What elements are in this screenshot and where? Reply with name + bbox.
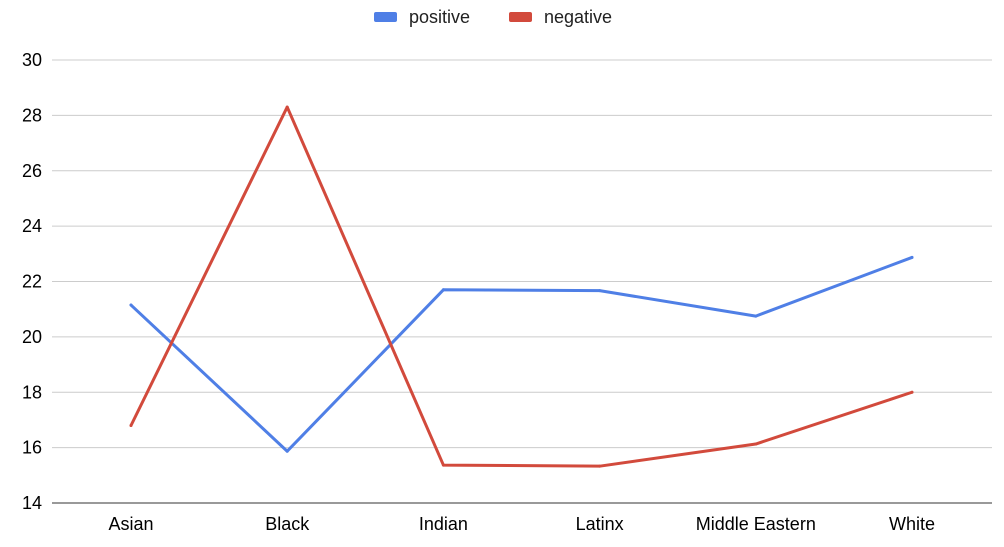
y-tick-label: 22	[22, 272, 42, 292]
y-tick-label: 26	[22, 161, 42, 181]
legend-swatch	[374, 12, 397, 22]
x-tick-label: Asian	[108, 514, 153, 534]
y-tick-label: 30	[22, 50, 42, 70]
y-axis-tick-labels: 14 16 18 20 22 24 26 28 30	[22, 50, 42, 513]
series-positive	[129, 255, 914, 453]
series-lines	[129, 105, 914, 468]
legend-label: negative	[544, 7, 612, 27]
series-negative	[129, 105, 914, 468]
y-tick-label: 20	[22, 327, 42, 347]
data-point-positive	[910, 255, 914, 259]
data-point-negative	[598, 464, 602, 468]
legend-item-positive[interactable]: positive	[374, 7, 470, 27]
legend-label: positive	[409, 7, 470, 27]
data-point-negative	[754, 442, 758, 446]
y-tick-label: 24	[22, 216, 42, 236]
y-tick-label: 18	[22, 382, 42, 402]
y-tick-label: 16	[22, 438, 42, 458]
data-point-positive	[598, 289, 602, 293]
data-point-negative	[441, 463, 445, 467]
data-point-negative	[129, 423, 133, 427]
y-tick-label: 14	[22, 493, 42, 513]
legend-item-negative[interactable]: negative	[509, 7, 612, 27]
x-tick-label: Black	[265, 514, 310, 534]
x-axis-tick-labels: Asian Black Indian Latinx Middle Eastern Whit…	[108, 514, 935, 534]
y-tick-label: 28	[22, 105, 42, 125]
data-point-negative	[285, 105, 289, 109]
x-tick-label: White	[889, 514, 935, 534]
y-gridlines	[52, 59, 992, 504]
data-point-positive	[441, 288, 445, 292]
x-tick-label: Indian	[419, 514, 468, 534]
series-line-negative	[129, 105, 914, 468]
series-line-positive	[129, 255, 914, 453]
data-point-positive	[285, 449, 289, 453]
data-point-positive	[754, 314, 758, 318]
x-tick-label: Latinx	[576, 514, 624, 534]
x-tick-label: Middle Eastern	[696, 514, 816, 534]
data-point-positive	[129, 303, 133, 307]
legend-swatch	[509, 12, 532, 22]
legend: positive negative	[374, 7, 612, 27]
data-point-negative	[910, 390, 914, 394]
